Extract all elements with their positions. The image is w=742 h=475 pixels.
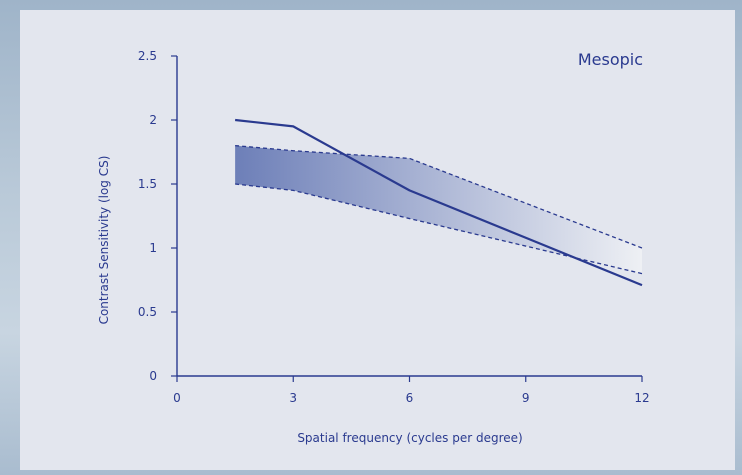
y-tick-label: 2 [149, 113, 157, 127]
chart-title: Mesopic [578, 50, 643, 69]
x-tick-label: 3 [289, 391, 297, 405]
y-tick-label: 1.5 [138, 177, 157, 191]
x-axis-title: Spatial frequency (cycles per degree) [297, 431, 522, 445]
range-band [235, 145, 642, 274]
x-tick-label: 6 [406, 391, 414, 405]
series-line-dashed-upper [235, 144, 643, 249]
x-tick-label: 0 [173, 391, 181, 405]
y-tick-label: 0.5 [138, 305, 157, 319]
y-tick-label: 0 [149, 369, 157, 383]
y-tick-label: 2.5 [138, 49, 157, 63]
series-line-solid [235, 118, 643, 287]
y-tick-label: 1 [149, 241, 157, 255]
x-tick-label: 9 [522, 391, 530, 405]
y-axis-title: Contrast Sensitivity (log CS) [97, 156, 111, 325]
series-line-dashed-lower [235, 183, 643, 275]
x-tick-label: 12 [634, 391, 649, 405]
